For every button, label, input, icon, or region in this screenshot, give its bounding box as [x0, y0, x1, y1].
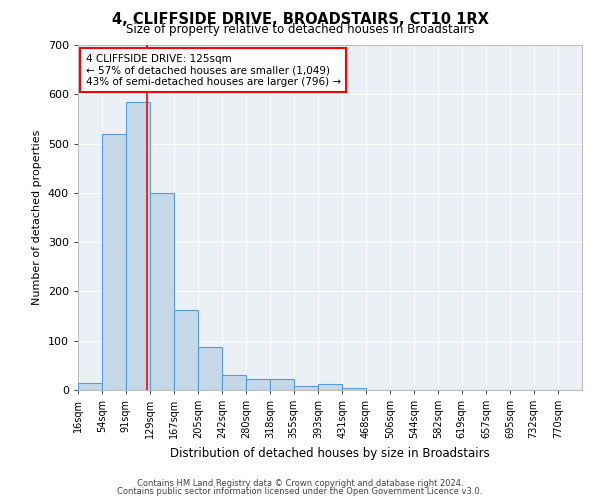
Text: Contains HM Land Registry data © Crown copyright and database right 2024.: Contains HM Land Registry data © Crown c…: [137, 479, 463, 488]
Bar: [78, 382, 102, 390]
Bar: [102, 134, 127, 390]
Bar: [126, 102, 150, 390]
Y-axis label: Number of detached properties: Number of detached properties: [32, 130, 42, 305]
Text: Contains public sector information licensed under the Open Government Licence v3: Contains public sector information licen…: [118, 487, 482, 496]
Bar: [270, 379, 295, 390]
Bar: [222, 375, 246, 390]
Text: Size of property relative to detached houses in Broadstairs: Size of property relative to detached ho…: [126, 22, 474, 36]
Bar: [294, 386, 318, 390]
Text: 4, CLIFFSIDE DRIVE, BROADSTAIRS, CT10 1RX: 4, CLIFFSIDE DRIVE, BROADSTAIRS, CT10 1R…: [112, 12, 488, 28]
Text: 4 CLIFFSIDE DRIVE: 125sqm
← 57% of detached houses are smaller (1,049)
43% of se: 4 CLIFFSIDE DRIVE: 125sqm ← 57% of detac…: [86, 54, 341, 87]
X-axis label: Distribution of detached houses by size in Broadstairs: Distribution of detached houses by size …: [170, 446, 490, 460]
Bar: [318, 384, 342, 390]
Bar: [342, 388, 366, 390]
Bar: [246, 379, 270, 390]
Bar: [198, 347, 223, 390]
Bar: [150, 193, 174, 390]
Bar: [174, 310, 198, 390]
